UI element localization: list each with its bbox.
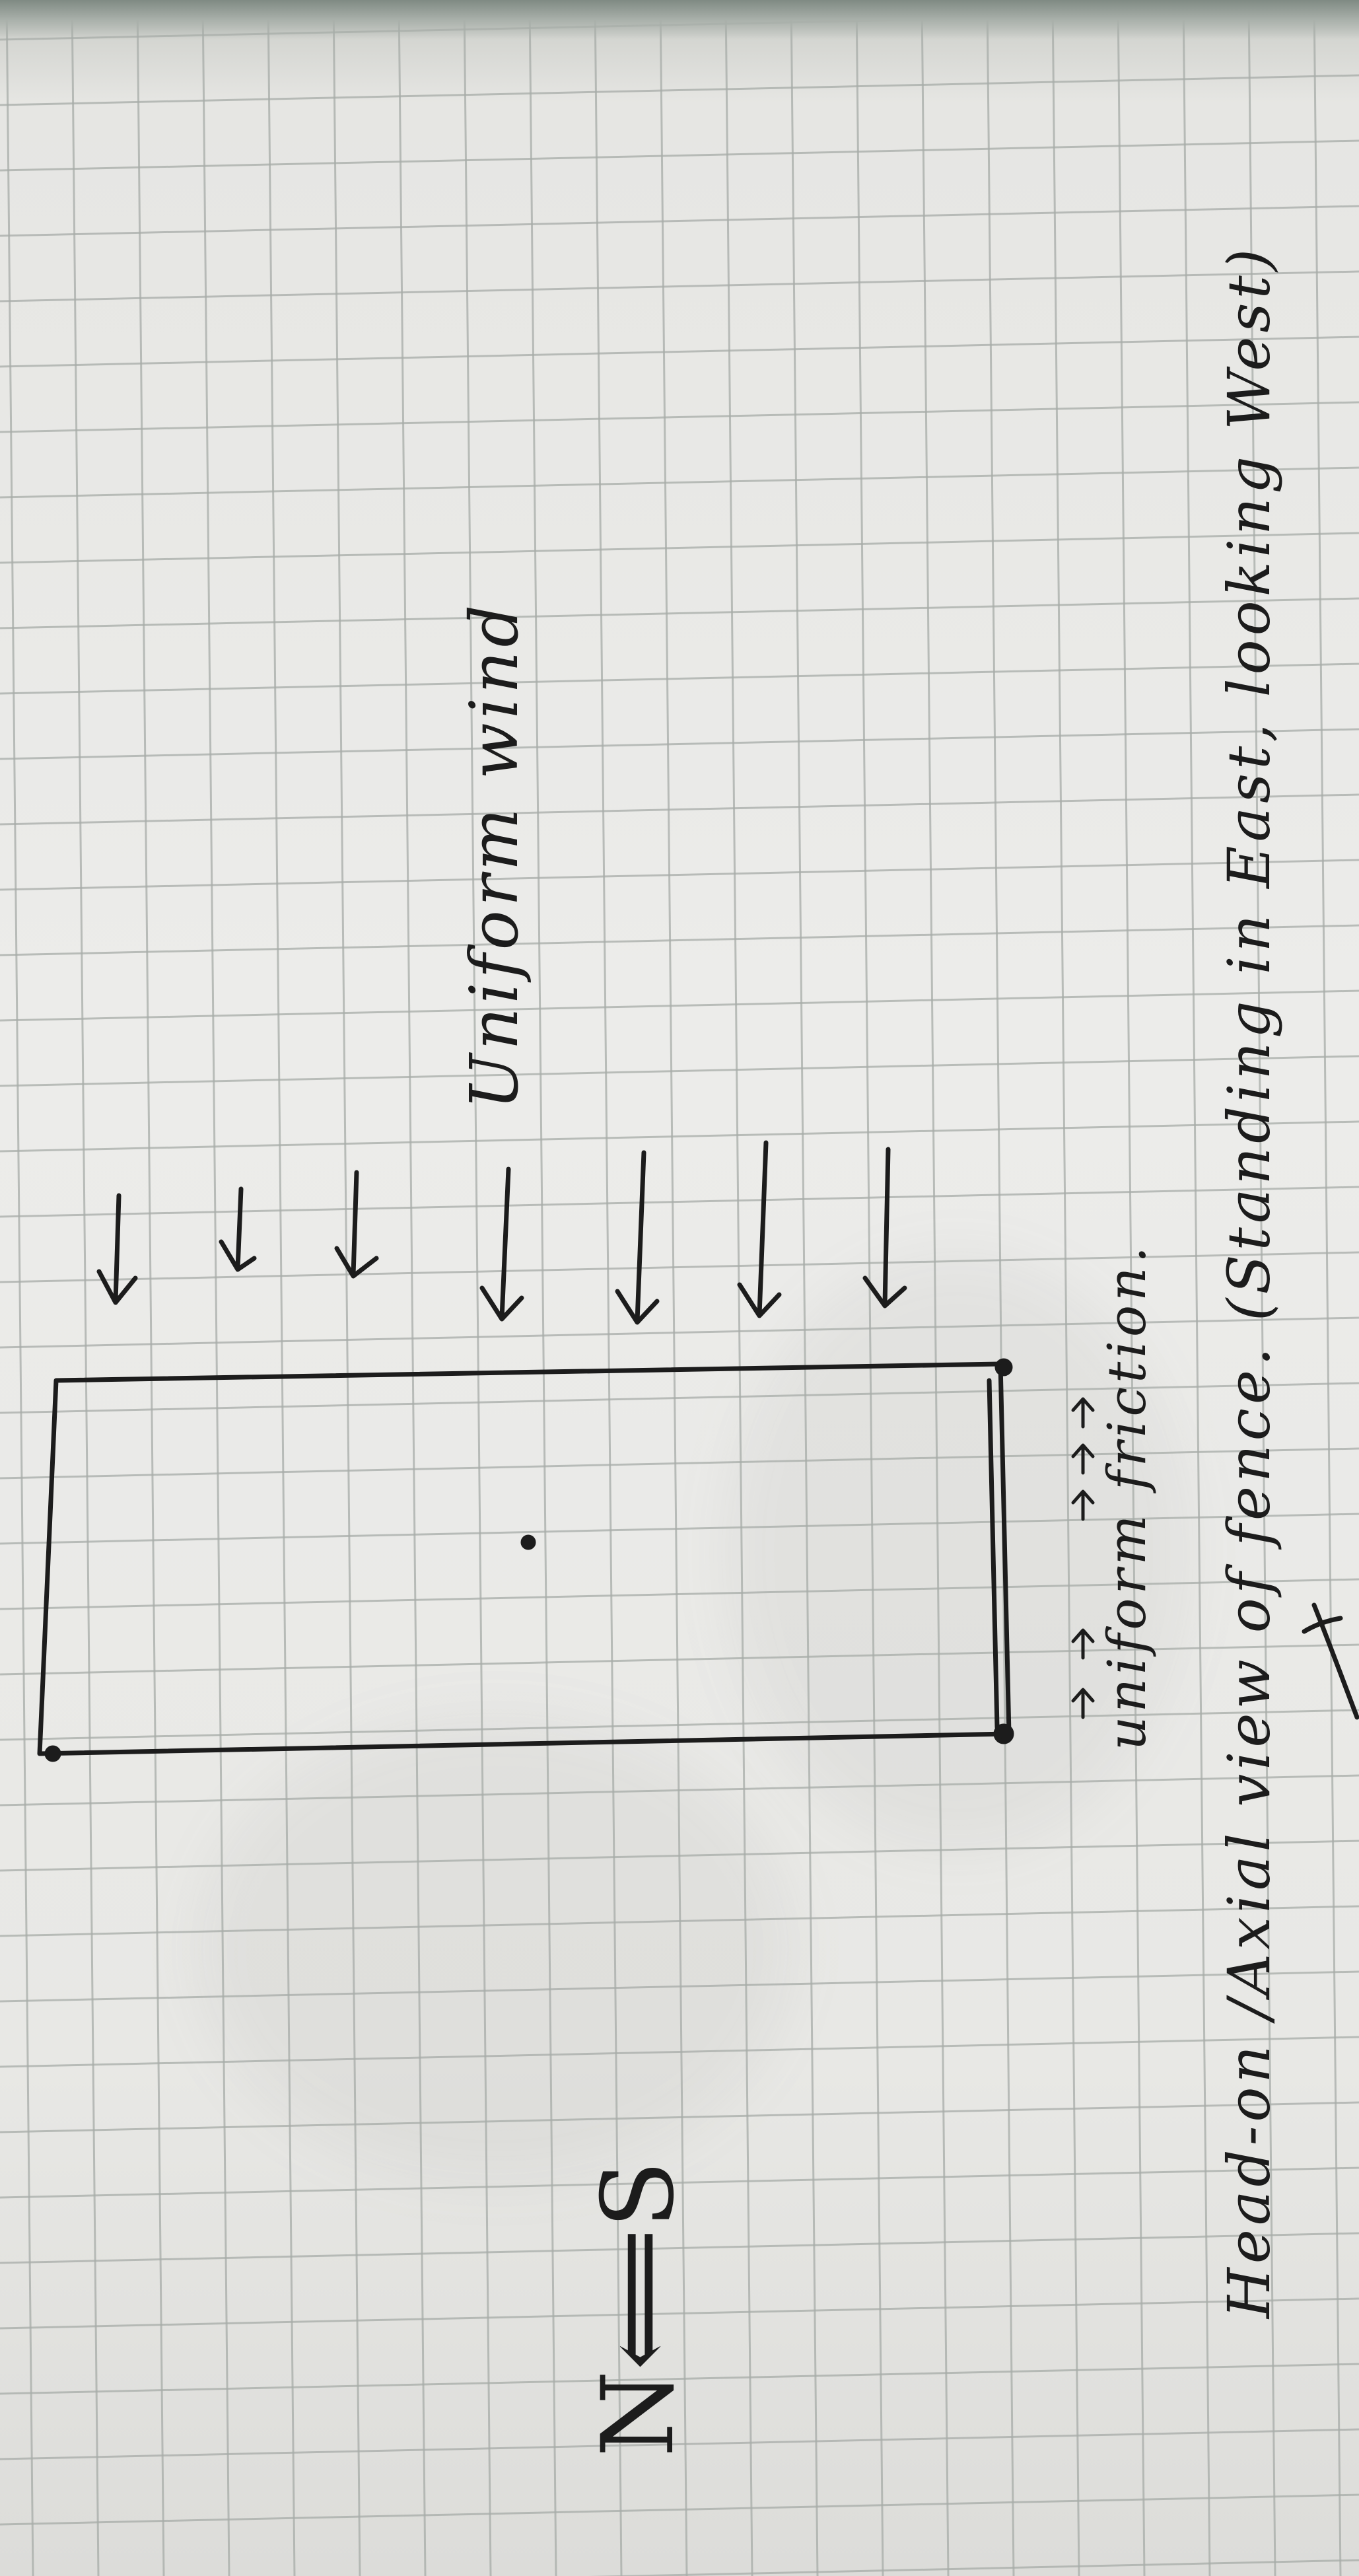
grid-line: [267, 0, 296, 2576]
grid-line: [398, 0, 427, 2576]
grid-line: [463, 0, 492, 2576]
grid-line: [659, 0, 688, 2576]
grid-line: [986, 0, 1015, 2576]
grid-line: [1117, 0, 1146, 2576]
caption: Head-on /Axial view of fence. (Standing …: [1215, 244, 1283, 2318]
wind-label: Uniform wind: [456, 600, 533, 1110]
notebook-edge: [0, 0, 1359, 40]
grid-line: [0, 1120, 1359, 1153]
grid-line: [0, 270, 1359, 303]
fence-ground-line: [987, 1378, 1000, 1730]
grid-line: [0, 2363, 1359, 2395]
grid-line: [0, 1055, 1359, 1087]
grid-line: [724, 0, 753, 2576]
grid-line: [0, 1905, 1359, 1937]
grid-line: [0, 1447, 1359, 1480]
stray-stroke: [1311, 1602, 1359, 1720]
grid-line: [0, 466, 1359, 499]
wind-arrows: [96, 1140, 907, 1325]
paper-shadow: [726, 1255, 1189, 1849]
grid-line: [588, 2559, 1359, 2576]
grid-line: [0, 1186, 1359, 1218]
grid-line: [0, 2493, 1359, 2526]
grid-line: [0, 1709, 1359, 1741]
grid-line: [1182, 0, 1211, 2576]
grid-line: [0, 2036, 1359, 2068]
grid-line: [0, 1840, 1359, 1872]
grid-line: [0, 532, 1359, 564]
grid-line: [0, 1316, 1359, 1349]
grid-line: [0, 662, 1359, 695]
grid-line: [0, 989, 1359, 1022]
grid-line: [0, 2297, 1359, 2330]
grid-line: [0, 74, 1359, 106]
grid-line: [201, 0, 230, 2576]
grid-line: [0, 1774, 1359, 1807]
grid-line: [0, 859, 1359, 891]
grid-line: [0, 336, 1359, 368]
grid-line: [921, 0, 950, 2576]
grid-line: [0, 1382, 1359, 1414]
center-dot: [520, 1534, 536, 1550]
grid-line: [0, 401, 1359, 433]
grid-line: [528, 0, 557, 2576]
grid-line: [332, 0, 361, 2576]
compass-label: N⟸S: [581, 2160, 696, 2457]
grid-line: [1051, 0, 1080, 2576]
grid-line: [0, 1513, 1359, 1545]
friction-label: uniform friction.: [1096, 1242, 1158, 1750]
stray-stroke: [1302, 1616, 1343, 1634]
fence-corner-dot: [993, 1723, 1014, 1744]
grid-line: [0, 139, 1359, 172]
grid-line: [0, 1970, 1359, 2003]
grid-line: [594, 0, 623, 2576]
fence-corner-dot: [44, 1745, 61, 1762]
grid-line: [0, 205, 1359, 237]
grid-line: [0, 793, 1359, 826]
grid-line: [0, 2101, 1359, 2133]
grid-line: [1247, 0, 1276, 2576]
grid-line: [0, 1643, 1359, 1676]
friction-arrows: [1071, 1397, 1095, 1719]
grid-line: [0, 1578, 1359, 1610]
grid-line: [0, 728, 1359, 760]
grid-line: [0, 2428, 1359, 2460]
grid-line: [790, 0, 819, 2576]
grid-line: [0, 2232, 1359, 2264]
fence-corner-dot: [994, 1358, 1013, 1377]
grid-line: [1313, 0, 1342, 2576]
fence-rectangle: [37, 1361, 1012, 1756]
grid-line: [0, 924, 1359, 956]
grid-line: [0, 1251, 1359, 1283]
grid-line: [0, 597, 1359, 629]
grid-line: [5, 0, 34, 2576]
grid-line: [0, 2166, 1359, 2199]
